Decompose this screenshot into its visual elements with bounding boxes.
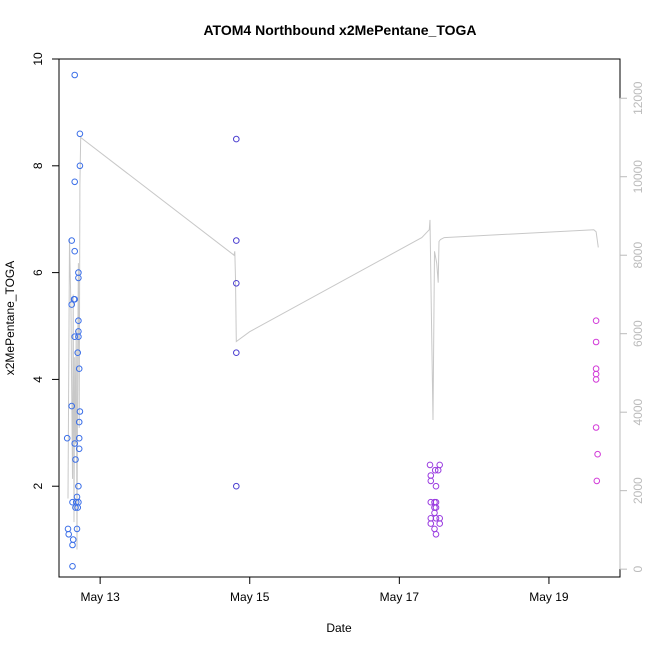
y2-tick-label: 12000 — [631, 81, 645, 115]
data-point — [75, 434, 83, 442]
data-point — [592, 338, 600, 346]
data-point — [76, 408, 84, 415]
data-point — [427, 472, 435, 479]
y-tick-label: 4 — [31, 376, 45, 383]
series-line — [67, 136, 599, 550]
x-axis-label: Date — [326, 621, 352, 635]
y2-tick-label: 8000 — [631, 242, 645, 269]
data-point — [233, 482, 240, 490]
data-point — [72, 456, 79, 463]
x-tick-label: May 15 — [230, 590, 270, 604]
data-point — [592, 317, 600, 325]
data-point — [233, 237, 240, 244]
data-point — [68, 301, 75, 308]
data-point — [69, 536, 77, 543]
x-tick-label: May 19 — [529, 590, 569, 604]
data-point — [74, 349, 81, 357]
data-point — [63, 434, 71, 442]
data-point — [427, 477, 435, 485]
data-point — [73, 525, 81, 533]
data-point — [592, 370, 600, 378]
y2-tick-label: 10000 — [631, 160, 645, 194]
data-point — [432, 531, 440, 538]
data-point — [75, 482, 82, 490]
data-point — [233, 349, 240, 357]
data-point — [68, 237, 75, 244]
data-point — [592, 424, 600, 431]
axes-layer: May 13 May 15 May 17 May 19 2 4 6 8 10 0 2000 4000 6… — [31, 52, 645, 604]
data-point — [233, 135, 240, 143]
data-point — [71, 71, 78, 79]
y2-tick-label: 0 — [631, 565, 645, 572]
data-point — [233, 280, 240, 287]
data-point — [593, 477, 601, 485]
data-point — [65, 531, 72, 538]
data-point — [68, 402, 75, 410]
plot-frame — [58, 58, 621, 578]
data-point — [71, 333, 78, 341]
data-point — [69, 563, 76, 570]
data-point — [75, 498, 82, 506]
data-point — [432, 482, 440, 490]
data-point — [432, 515, 440, 522]
y-tick-label: 2 — [31, 483, 45, 490]
data-point — [75, 274, 82, 282]
line-layer — [67, 136, 599, 550]
data-point — [75, 328, 82, 335]
data-point — [64, 525, 72, 533]
x-tick-label: May 13 — [80, 590, 120, 604]
chart-title: ATOM4 Northbound x2MePentane_TOGA — [203, 22, 476, 38]
y-tick-label: 8 — [31, 162, 45, 169]
data-point — [426, 461, 434, 469]
y-tick-label: 6 — [31, 269, 45, 276]
y2-tick-label: 2000 — [631, 477, 645, 504]
data-point — [71, 247, 78, 255]
y2-tick-label: 4000 — [631, 399, 645, 426]
x-tick-label: May 17 — [380, 590, 420, 604]
data-point — [592, 365, 600, 373]
data-point — [71, 296, 78, 303]
data-point — [69, 541, 76, 549]
points-layer — [63, 71, 601, 570]
data-point — [436, 520, 444, 527]
y2-tick-label: 6000 — [631, 320, 645, 347]
data-point — [431, 525, 438, 533]
y-tick-label: 10 — [31, 52, 45, 66]
data-point — [76, 130, 84, 138]
data-point — [75, 418, 83, 426]
data-point — [431, 509, 438, 517]
y-axis-label: x2MePentane_TOGA — [3, 261, 17, 376]
data-point — [431, 466, 439, 474]
data-point — [75, 365, 83, 373]
data-point — [436, 515, 444, 522]
data-point — [427, 520, 435, 527]
data-point — [594, 450, 601, 458]
data-point — [432, 504, 440, 511]
data-point — [75, 445, 83, 453]
data-point — [75, 317, 82, 325]
data-point — [436, 461, 444, 469]
data-point — [76, 162, 84, 170]
data-point — [71, 178, 78, 186]
data-point — [71, 440, 78, 447]
data-point — [592, 376, 600, 383]
